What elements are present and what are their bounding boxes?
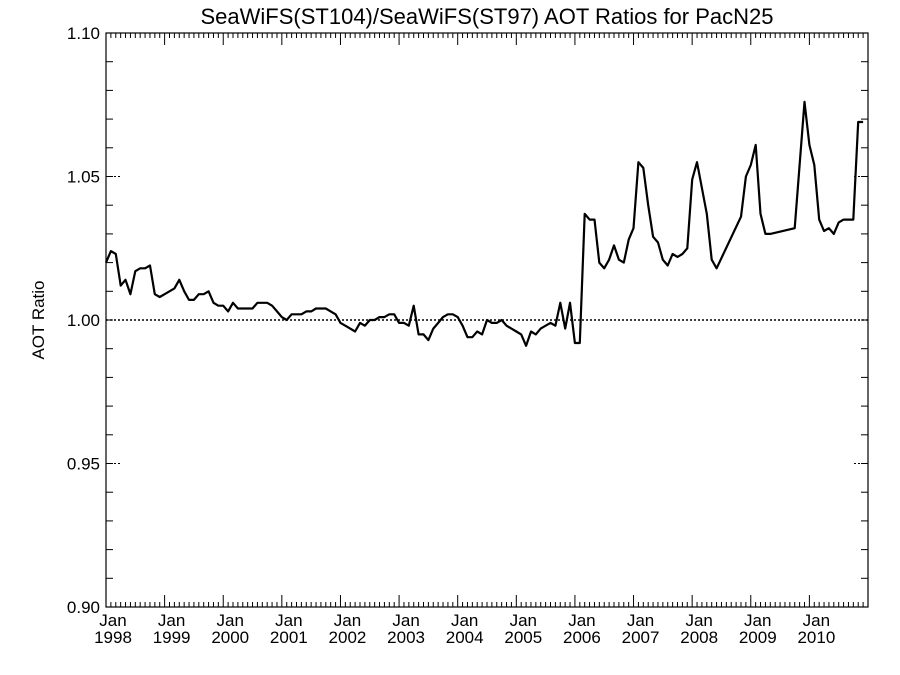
x-tick-month-label: Jan — [744, 611, 771, 630]
x-tick-year-label: 2008 — [680, 628, 718, 647]
y-tick-label: 1.10 — [67, 24, 100, 43]
x-tick-month-label: Jan — [392, 611, 419, 630]
x-tick-year-label: 2000 — [211, 628, 249, 647]
x-tick-month-label: Jan — [568, 611, 595, 630]
ticks-group — [105, 32, 868, 608]
x-tick-month-label: Jan — [510, 611, 537, 630]
x-tick-year-label: 2005 — [504, 628, 542, 647]
x-tick-month-label: Jan — [334, 611, 361, 630]
x-tick-year-label: 1998 — [94, 628, 132, 647]
x-tick-year-label: 2004 — [446, 628, 484, 647]
x-tick-month-label: Jan — [217, 611, 244, 630]
x-tick-year-label: 2001 — [270, 628, 308, 647]
x-tick-year-label: 1999 — [153, 628, 191, 647]
x-tick-year-label: 2010 — [797, 628, 835, 647]
x-tick-month-label: Jan — [803, 611, 830, 630]
x-tick-month-label: Jan — [99, 611, 126, 630]
x-tick-month-label: Jan — [627, 611, 654, 630]
x-tick-year-label: 2007 — [622, 628, 660, 647]
y-tick-label: 1.05 — [67, 168, 100, 187]
x-tick-month-label: Jan — [158, 611, 185, 630]
x-tick-year-label: 2002 — [329, 628, 367, 647]
x-tick-month-label: Jan — [685, 611, 712, 630]
y-axis-label: AOT Ratio — [29, 280, 48, 359]
x-tick-year-label: 2003 — [387, 628, 425, 647]
x-tick-month-label: Jan — [275, 611, 302, 630]
y-tick-label: 0.90 — [67, 598, 100, 617]
chart-title: SeaWiFS(ST104)/SeaWiFS(ST97) AOT Ratios … — [201, 4, 774, 29]
series-line — [104, 100, 864, 347]
tick-labels-group: 0.900.951.001.051.10Jan1998Jan1999Jan200… — [67, 24, 835, 647]
x-tick-year-label: 2009 — [739, 628, 777, 647]
x-tick-year-label: 2006 — [563, 628, 601, 647]
y-tick-label: 0.95 — [67, 455, 100, 474]
y-tick-label: 1.00 — [67, 311, 100, 330]
x-tick-month-label: Jan — [451, 611, 478, 630]
